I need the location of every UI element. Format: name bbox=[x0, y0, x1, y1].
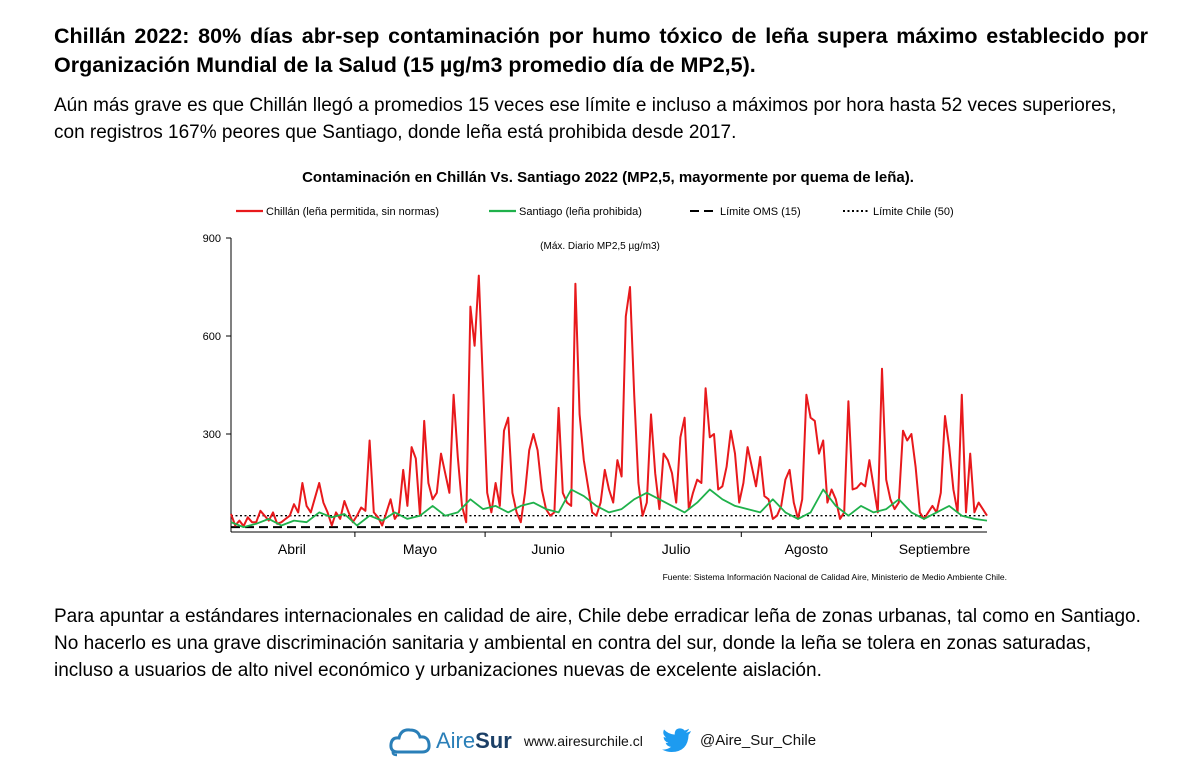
chart-source: Fuente: Sistema Información Nacional de … bbox=[663, 572, 1007, 582]
x-axis: Abril Mayo Junio Julio Agosto Septiembre bbox=[231, 531, 987, 557]
cloud-logo-icon bbox=[389, 728, 431, 757]
closing-paragraph: Para apuntar a estándares internacionale… bbox=[54, 606, 1141, 681]
legend-label: Límite OMS (15) bbox=[720, 206, 801, 218]
twitter-block[interactable]: @Aire_Sur_Chile bbox=[662, 728, 816, 752]
website-link[interactable]: www.airesurchile.cl bbox=[523, 733, 643, 749]
x-month-label: Julio bbox=[662, 541, 691, 557]
y-tick-label: 600 bbox=[203, 331, 221, 343]
chart-title: Contaminación en Chillán Vs. Santiago 20… bbox=[302, 169, 914, 186]
brand-name-bold: Sur bbox=[475, 728, 512, 753]
y-tick-label: 300 bbox=[203, 429, 221, 441]
brand-block[interactable]: AireSur www.airesurchile.cl bbox=[388, 724, 643, 758]
legend-label: Chillán (leña permitida, sin normas) bbox=[266, 206, 439, 218]
twitter-bird-icon bbox=[662, 728, 691, 752]
pollution-line-chart: Contaminación en Chillán Vs. Santiago 20… bbox=[203, 169, 1007, 582]
legend-label: Límite Chile (50) bbox=[873, 206, 954, 218]
chart-subtitle: (Máx. Diario MP2,5 µg/m3) bbox=[540, 241, 660, 252]
x-month-label: Agosto bbox=[785, 541, 829, 557]
x-month-label: Mayo bbox=[403, 541, 437, 557]
brand-name-light: Aire bbox=[436, 728, 476, 753]
x-month-label: Septiembre bbox=[899, 541, 971, 557]
series-line-chillan bbox=[230, 274, 988, 528]
x-month-label: Abril bbox=[278, 541, 306, 557]
legend-label: Santiago (leña prohibida) bbox=[519, 206, 642, 218]
series-line-santiago bbox=[230, 488, 988, 528]
y-axis: 900 600 300 bbox=[203, 233, 232, 532]
series-layer bbox=[230, 274, 988, 528]
headline: Chillán 2022: 80% días abr-sep contamina… bbox=[54, 24, 1148, 77]
lead-paragraph: Aún más grave es que Chillán llegó a pro… bbox=[54, 95, 1117, 143]
y-tick-label: 900 bbox=[203, 233, 221, 245]
twitter-handle[interactable]: @Aire_Sur_Chile bbox=[700, 731, 817, 749]
footer: AireSur www.airesurchile.cl @Aire_Sur_Ch… bbox=[0, 718, 1200, 768]
brand-name: AireSur bbox=[436, 728, 512, 754]
x-month-label: Junio bbox=[531, 541, 565, 557]
chart-legend: Chillán (leña permitida, sin normas) Sant… bbox=[236, 206, 954, 218]
reference-lines bbox=[231, 514, 987, 529]
